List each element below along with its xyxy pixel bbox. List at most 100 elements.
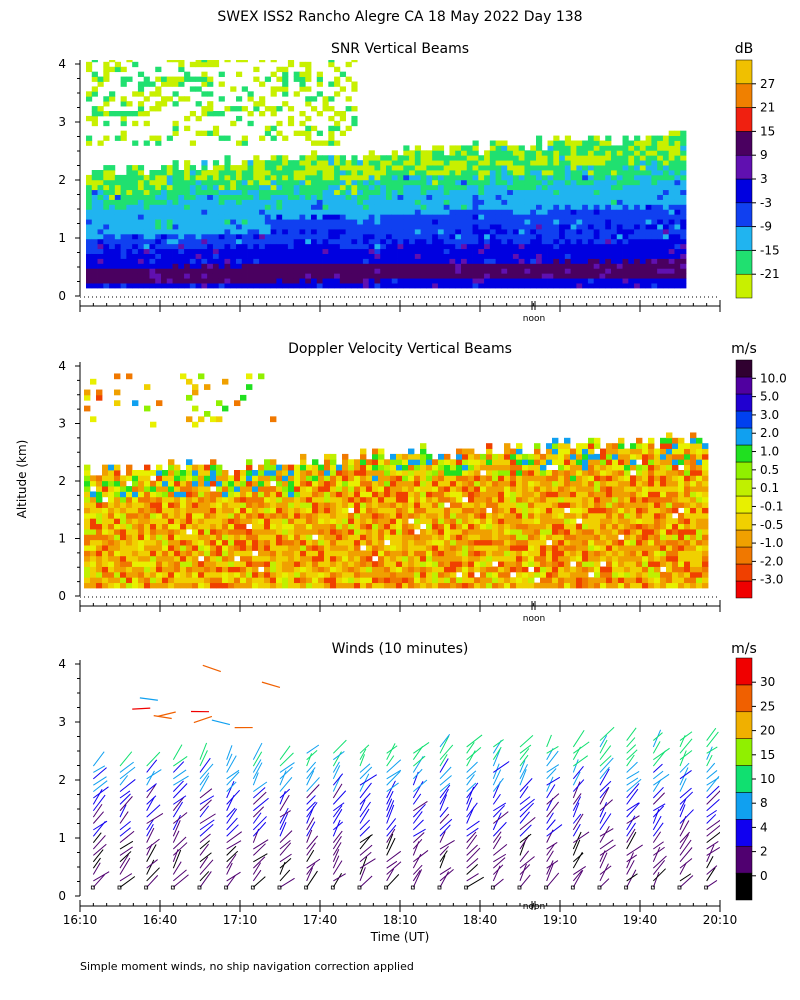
velocity-cell: [366, 539, 373, 546]
velocity-cell: [180, 555, 187, 562]
snr-cell: [576, 174, 583, 181]
velocity-cell: [240, 550, 247, 557]
snr-cell: [109, 214, 116, 220]
snr-cell: [172, 278, 179, 284]
snr-cell: [432, 238, 439, 245]
velocity-cell: [162, 545, 169, 551]
snr-cell: [305, 86, 312, 92]
velocity-cell: [342, 459, 349, 466]
velocity-cell: [168, 496, 175, 503]
snr-cell: [224, 106, 231, 112]
snr-cell: [339, 189, 347, 195]
snr-cell: [599, 253, 606, 259]
velocity-cell: [174, 534, 181, 541]
snr-cell: [472, 238, 479, 245]
snr-cell: [276, 209, 283, 215]
snr-cell: [224, 243, 231, 250]
snr-cell: [507, 233, 514, 240]
snr-cell: [530, 229, 537, 235]
snr-cell: [564, 224, 572, 230]
snr-cell: [622, 204, 629, 210]
velocity-cell: [444, 561, 451, 567]
snr-cell: [501, 155, 508, 161]
snr-cell: [253, 194, 260, 200]
snr-cell: [172, 243, 179, 250]
velocity-cell: [102, 566, 109, 573]
snr-cell: [432, 145, 439, 151]
velocity-cell: [324, 529, 331, 535]
snr-cell: [241, 86, 248, 92]
velocity-cell: [504, 486, 511, 492]
snr-cell: [530, 165, 537, 171]
snr-cell: [218, 184, 225, 191]
snr-cell: [368, 209, 375, 215]
snr-cell: [103, 238, 110, 245]
snr-cell: [351, 189, 358, 195]
snr-cell: [351, 60, 358, 63]
snr-cell: [536, 135, 543, 141]
velocity-cell: [168, 464, 175, 471]
snr-cell: [270, 184, 277, 191]
snr-cell: [449, 258, 456, 264]
velocity-cell: [378, 453, 385, 460]
velocity-cell: [480, 582, 487, 589]
velocity-cell: [192, 496, 199, 503]
velocity-cell: [474, 496, 481, 503]
velocity-cell: [486, 545, 493, 551]
snr-cell: [149, 214, 156, 220]
velocity-cell: [420, 571, 427, 578]
snr-cell: [478, 238, 485, 245]
snr-cell: [339, 224, 347, 230]
snr-cell: [518, 150, 525, 156]
velocity-cell: [348, 480, 355, 487]
snr-cell: [351, 165, 358, 171]
snr-cell: [587, 150, 595, 156]
velocity-cell: [216, 507, 223, 514]
snr-cell: [668, 283, 675, 289]
snr-cell: [166, 258, 173, 264]
snr-cell: [541, 194, 548, 200]
velocity-cell: [288, 518, 295, 525]
velocity-cell: [84, 502, 91, 508]
snr-cell: [564, 160, 572, 166]
velocity-cell: [114, 496, 121, 503]
snr-cell: [587, 170, 595, 176]
velocity-cell: [108, 496, 115, 503]
snr-cell: [622, 160, 629, 166]
velocity-cell: [96, 534, 103, 541]
velocity-cell: [348, 523, 355, 530]
snr-cell: [449, 278, 456, 284]
velocity-cell: [120, 502, 127, 508]
snr-cell: [293, 165, 300, 171]
snr-cell: [184, 248, 191, 254]
velocity-cell: [174, 502, 181, 508]
snr-cell: [241, 243, 248, 250]
snr-cell: [137, 71, 145, 77]
snr-cell: [582, 243, 589, 250]
velocity-cell: [288, 545, 295, 551]
velocity-cell: [90, 496, 97, 503]
snr-cell: [270, 224, 277, 230]
snr-cell: [143, 81, 150, 87]
snr-cell: [409, 174, 416, 181]
snr-cell: [397, 184, 404, 191]
snr-cell: [547, 268, 554, 274]
snr-cell: [582, 150, 589, 156]
snr-cell: [201, 233, 208, 240]
snr-cell: [662, 145, 670, 151]
snr-cell: [524, 268, 531, 274]
snr-cell: [432, 253, 439, 259]
snr-cell: [657, 194, 664, 200]
snr-cell: [299, 238, 306, 245]
velocity-cell: [390, 529, 397, 535]
snr-cell: [512, 233, 520, 240]
snr-cell: [264, 189, 272, 195]
snr-cell: [616, 253, 623, 259]
velocity-cell: [342, 550, 349, 557]
snr-cell: [114, 258, 122, 264]
snr-cell: [328, 268, 335, 274]
snr-cell: [224, 184, 231, 191]
snr-cell: [461, 263, 468, 269]
velocity-cell: [96, 561, 103, 567]
velocity-cell: [120, 582, 127, 589]
